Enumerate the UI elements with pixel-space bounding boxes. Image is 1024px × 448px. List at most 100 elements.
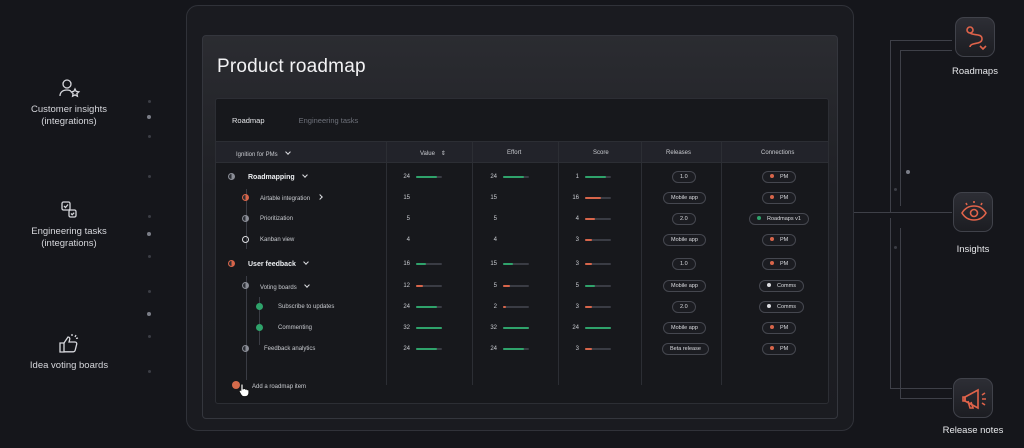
- table-row[interactable]: User feedback 16 15 3 1.0 PM: [216, 254, 828, 275]
- row-name: Voting boards: [260, 282, 310, 291]
- value-cell: 15: [403, 195, 410, 201]
- eye-icon: [961, 201, 987, 221]
- connection-pill[interactable]: PM: [762, 343, 797, 355]
- value-cell: 32: [400, 325, 442, 331]
- connection-pill[interactable]: PM: [762, 234, 797, 246]
- row-name: Prioritization: [260, 216, 294, 222]
- status-done-icon: [256, 303, 263, 310]
- score-cell: 3: [569, 346, 611, 352]
- add-roadmap-item-button[interactable]: Add a roadmap item: [232, 381, 306, 390]
- release-pill[interactable]: Mobile app: [663, 192, 706, 204]
- release-pill[interactable]: 2.0: [672, 213, 696, 225]
- table-row[interactable]: Kanban view 4 4 3 Mobile app PM: [216, 230, 828, 251]
- connection-pill[interactable]: PM: [762, 192, 797, 204]
- user-star-icon: [59, 79, 81, 98]
- route-icon: [966, 26, 987, 51]
- table-row[interactable]: Prioritization 5 5 4 2.0 Roadmaps v1: [216, 209, 828, 230]
- insights-tile[interactable]: [953, 192, 993, 232]
- release-pill[interactable]: Mobile app: [663, 280, 706, 292]
- connection-pill[interactable]: Roadmaps v1: [749, 213, 809, 225]
- effort-cell: 15: [487, 261, 529, 267]
- roadmaps-tile[interactable]: [955, 17, 995, 57]
- megaphone-icon: [962, 388, 986, 410]
- effort-cell: 2: [487, 304, 529, 310]
- add-item-label: Add a roadmap item: [252, 384, 307, 390]
- chevron-right-icon[interactable]: [317, 194, 323, 200]
- score-cell: 3: [569, 304, 611, 310]
- score-cell: 4: [569, 216, 611, 222]
- row-name: Subscribe to updates: [278, 304, 335, 310]
- release-pill[interactable]: Mobile app: [663, 322, 706, 334]
- table-row[interactable]: Feedback analytics 24 24 3 Beta release …: [216, 339, 828, 360]
- release-notes-label: Release notes: [942, 425, 1004, 436]
- column-divider: [558, 141, 559, 385]
- value-cell: 5: [406, 216, 410, 222]
- connection-pill[interactable]: PM: [762, 258, 797, 270]
- tab-bar: Roadmap Engineering tasks: [232, 116, 390, 125]
- table-row[interactable]: Roadmapping 24 24 1 1.0 PM: [216, 167, 828, 188]
- effort-cell: 5: [493, 216, 497, 222]
- value-cell: 24: [400, 304, 442, 310]
- connection-pill[interactable]: PM: [762, 171, 797, 183]
- column-releases-header[interactable]: Releases: [666, 150, 692, 156]
- connector-dot: [894, 188, 897, 191]
- roadmaps-label: Roadmaps: [952, 66, 998, 77]
- sort-icon: ⇕: [440, 151, 446, 157]
- chevron-down-icon: [284, 149, 291, 155]
- connector-dot: [906, 170, 910, 174]
- release-pill[interactable]: 1.0: [672, 258, 696, 270]
- column-name-header[interactable]: Ignition for PMs: [236, 149, 291, 158]
- score-cell: 3: [569, 261, 611, 267]
- insights-label: Insights: [956, 244, 990, 255]
- row-name: Kanban view: [260, 237, 295, 243]
- connector-dot: [894, 246, 897, 249]
- table-row[interactable]: Commenting 32 32 24 Mobile app PM: [216, 318, 828, 339]
- table-row[interactable]: Airtable integration 15 15 16 Mobile app…: [216, 188, 828, 209]
- table-row[interactable]: Voting boards 12 5 5 Mobile app Comms: [216, 276, 828, 297]
- column-divider: [386, 141, 387, 385]
- connector-line: [890, 212, 952, 213]
- row-name: Commenting: [278, 325, 313, 331]
- status-circle-icon: [242, 236, 249, 243]
- connector-line: [854, 212, 890, 213]
- effort-cell: 24: [487, 174, 529, 180]
- connection-pill[interactable]: Comms: [759, 301, 804, 313]
- score-cell: 24: [569, 325, 611, 331]
- progress-icon: [228, 260, 235, 267]
- column-divider: [641, 141, 642, 385]
- feature-sublabel: (integrations): [41, 238, 97, 249]
- chevron-down-icon[interactable]: [303, 259, 309, 265]
- column-value-header[interactable]: Value ⇕: [420, 150, 446, 157]
- feature-engineering-tasks: Engineering tasks (integrations): [0, 198, 138, 250]
- table-row[interactable]: Subscribe to updates 24 2 3 2.0 Comms: [216, 297, 828, 318]
- connection-pill[interactable]: Comms: [759, 280, 804, 292]
- thumbs-up-icon: [59, 334, 79, 353]
- column-score-header[interactable]: Score: [593, 150, 609, 156]
- page-title: Product roadmap: [217, 56, 366, 77]
- column-name-label: Ignition for PMs: [236, 152, 278, 158]
- release-pill[interactable]: 1.0: [672, 171, 696, 183]
- release-pill[interactable]: 2.0: [672, 301, 696, 313]
- connector-line: [890, 218, 891, 388]
- hand-cursor-icon: [238, 383, 250, 397]
- tree-line: [259, 297, 260, 345]
- roadmap-table-card: Roadmap Engineering tasks Ignition for P…: [215, 98, 829, 404]
- column-connections-header[interactable]: Connections: [761, 150, 795, 156]
- plus-icon: [232, 381, 240, 389]
- value-cell: 4: [406, 237, 410, 243]
- release-notes-tile[interactable]: [953, 378, 993, 418]
- tab-engineering-tasks[interactable]: Engineering tasks: [298, 116, 359, 125]
- value-cell: 24: [400, 346, 442, 352]
- tree-line: [246, 276, 247, 380]
- progress-icon: [228, 173, 235, 180]
- tab-roadmap[interactable]: Roadmap: [232, 116, 265, 125]
- release-pill[interactable]: Beta release: [662, 343, 709, 355]
- effort-cell: 4: [493, 237, 497, 243]
- chevron-down-icon[interactable]: [301, 172, 308, 178]
- release-pill[interactable]: Mobile app: [663, 234, 706, 246]
- connection-pill[interactable]: PM: [762, 322, 797, 334]
- chevron-down-icon[interactable]: [303, 282, 310, 288]
- feature-label: Engineering tasks: [31, 226, 107, 237]
- column-effort-header[interactable]: Effort: [507, 150, 522, 156]
- value-cell: 16: [400, 261, 442, 267]
